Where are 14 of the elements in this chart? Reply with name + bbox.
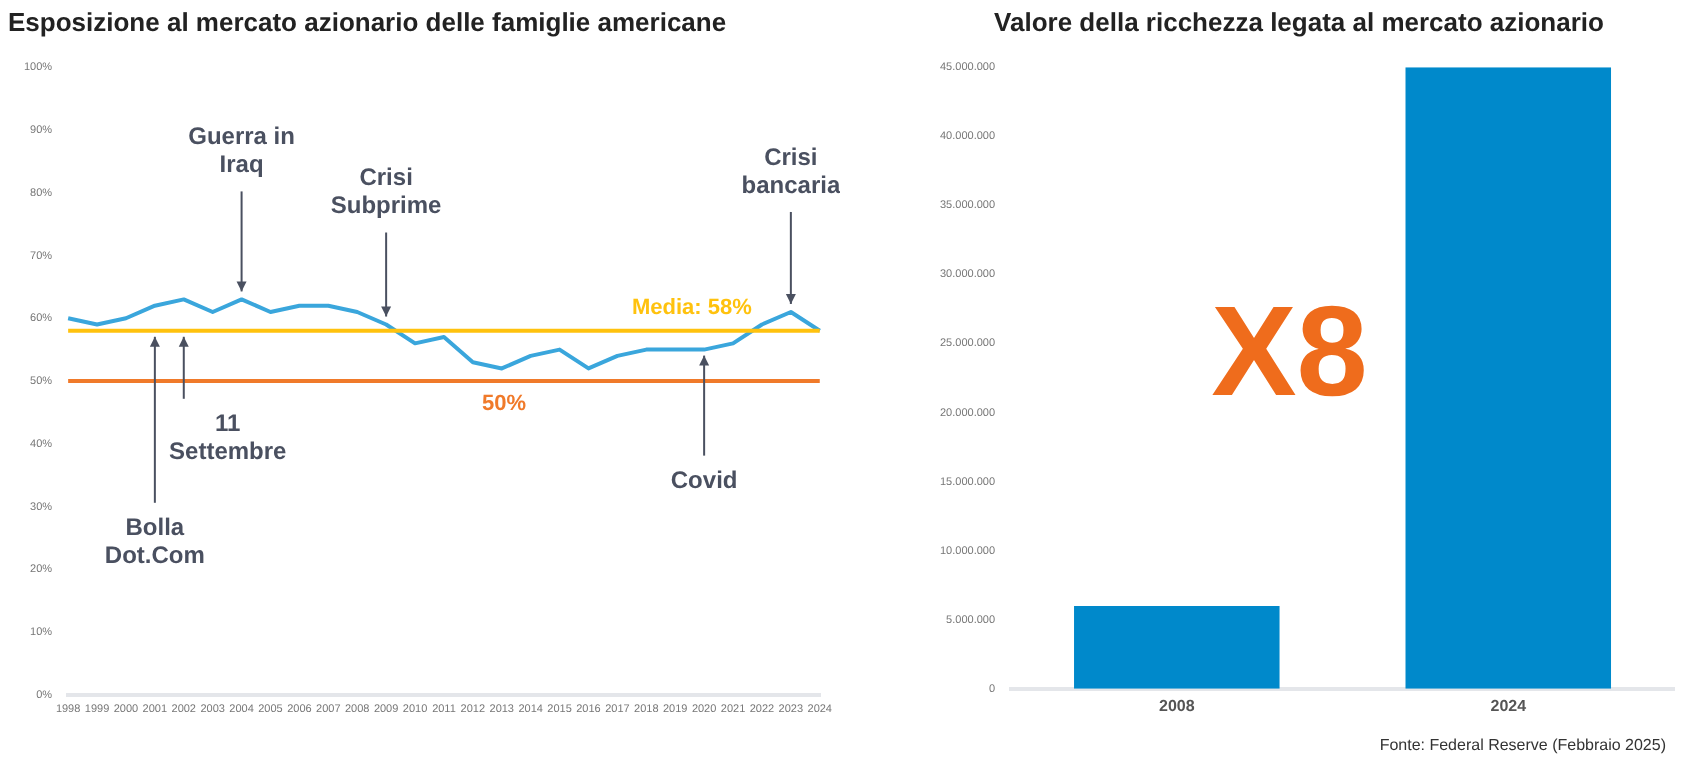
annotation: X8	[1211, 278, 1368, 423]
x-tick-label: 2008	[1158, 696, 1196, 715]
x-tick-label: 2024	[1490, 696, 1528, 715]
annotation: Guerra in Iraq	[188, 122, 295, 179]
annotation: Crisi bancaria	[741, 142, 841, 199]
chart-title: Esposizione al mercato azionario delle famiglie americane	[8, 6, 727, 37]
annotation: Crisi Subprime	[330, 163, 443, 220]
ref-line-label: 50%	[481, 392, 527, 417]
annotation: 11 Settembre	[169, 409, 288, 466]
ref-line-label: Media: 58%	[631, 295, 753, 320]
source-note: Fonte: Federal Reserve (Febbraio 2025)	[1379, 736, 1666, 754]
chart-title: Valore della ricchezza legata al mercato azionario	[994, 6, 1605, 37]
annotation: Covid	[670, 466, 738, 495]
annotation: Bolla Dot.Com	[104, 513, 205, 570]
